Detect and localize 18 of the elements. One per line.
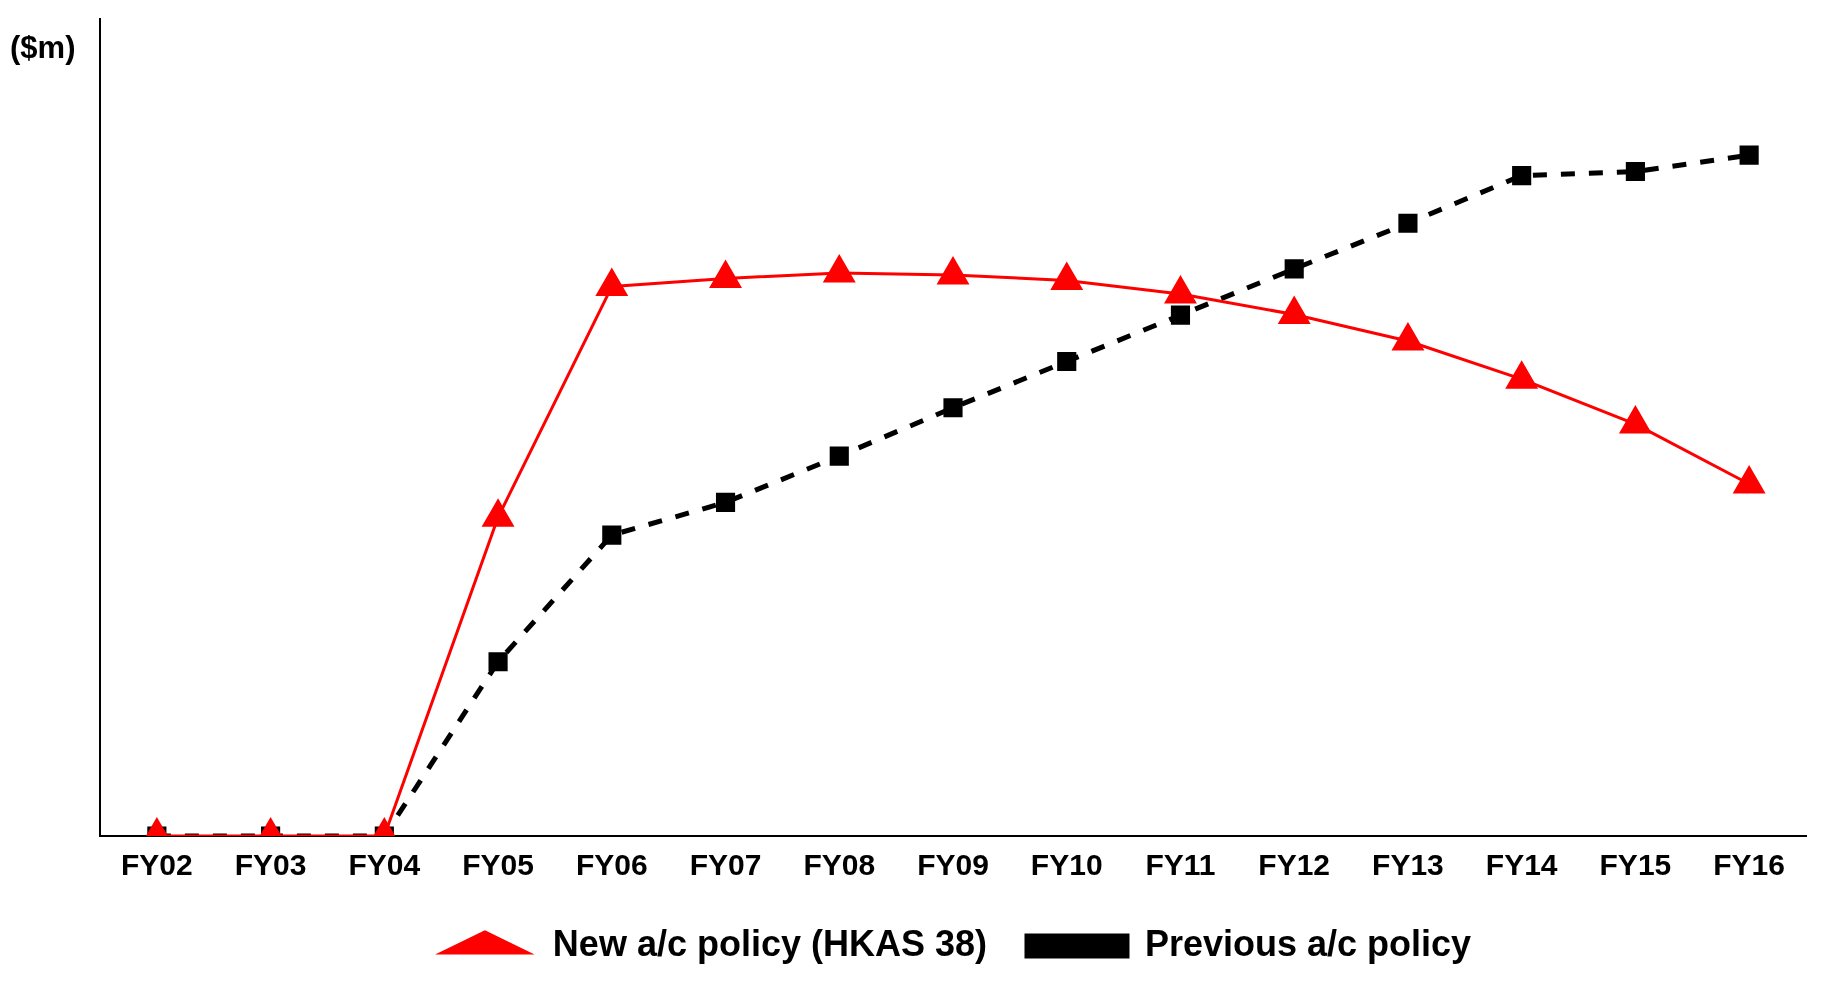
legend-label: New a/c policy (HKAS 38) [552,922,987,964]
x-tick-label: FY14 [1485,848,1558,882]
x-tick-label: FY13 [1372,848,1444,882]
x-tick-label: FY05 [462,848,534,882]
x-tick-label: FY08 [803,848,876,882]
x-tick-label: FY10 [1030,848,1103,882]
x-tick-label: FY03 [234,848,307,882]
x-tick-label: FY16 [1713,848,1785,882]
x-tick-label: FY06 [575,848,648,882]
legend-label: Previous a/c policy [1144,922,1472,964]
x-tick-label: FY11 [1145,848,1216,882]
x-tick-label: FY07 [689,848,762,882]
x-tick-label: FY15 [1599,848,1672,882]
x-tick-label: FY09 [917,848,989,882]
x-tick-label: FY12 [1258,848,1331,882]
y-axis-title: ($m) [10,30,76,66]
x-tick-label: FY04 [348,848,421,882]
x-tick-label: FY02 [121,848,193,882]
